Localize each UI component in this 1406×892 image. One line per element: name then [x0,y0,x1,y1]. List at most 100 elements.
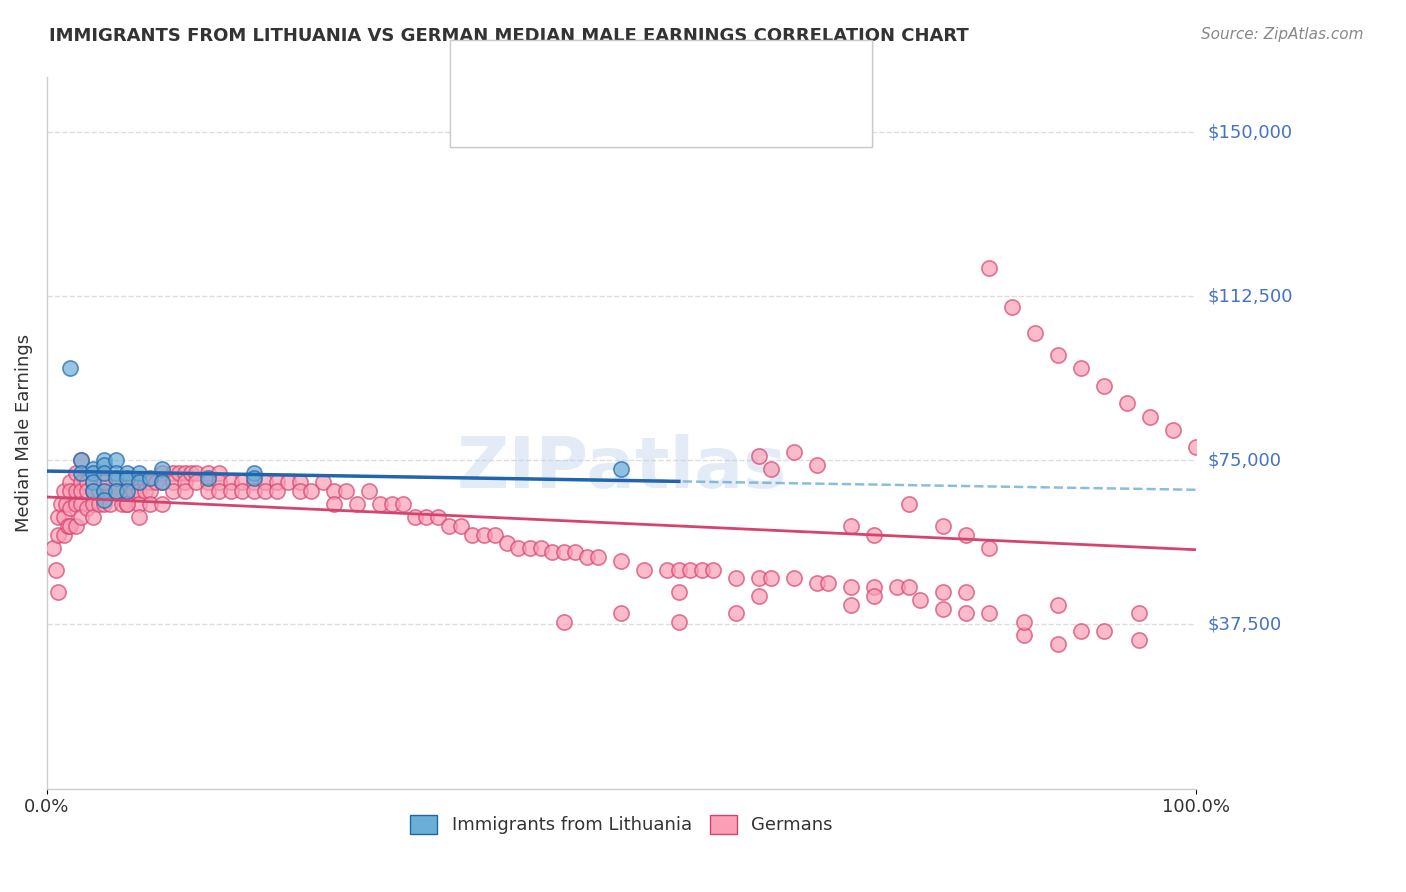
Point [839,519,862,533]
Point [70,453,93,467]
Point [1047,598,1070,612]
Point [104,483,127,498]
Point [610,462,633,476]
Point [117,483,139,498]
Point [87,497,110,511]
Point [679,563,702,577]
Point [87,483,110,498]
Point [1070,361,1092,376]
Point [48,527,70,541]
Point [93,475,115,490]
Point [173,475,195,490]
Point [93,497,115,511]
Point [150,475,173,490]
Point [139,497,162,511]
Point [461,527,484,541]
Point [93,483,115,498]
Point [197,475,219,490]
Point [104,483,127,498]
Point [1047,348,1070,362]
Bar [485,94,516,110]
Point [1012,628,1035,642]
Point [128,475,150,490]
Point [242,471,264,485]
Point [65,467,87,481]
Point [167,467,190,481]
Point [783,572,806,586]
Point [82,467,104,481]
Point [266,483,288,498]
Point [128,497,150,511]
Point [690,563,713,577]
Point [150,467,173,481]
Point [541,545,564,559]
Point [150,497,173,511]
Point [437,519,460,533]
Point [955,527,977,541]
Point [59,475,82,490]
Point [173,483,195,498]
Point [65,483,87,498]
Point [53,510,76,524]
Point [657,563,679,577]
Point [242,483,264,498]
Point [117,467,139,481]
Point [702,563,724,577]
Point [70,475,93,490]
Point [110,497,132,511]
Point [519,541,541,555]
Point [1001,300,1024,314]
Point [242,467,264,481]
Point [48,584,70,599]
Point [472,527,495,541]
Point [70,497,93,511]
Point [346,497,368,511]
Point [65,519,87,533]
Point [134,475,156,490]
Point [564,545,586,559]
Point [104,467,127,481]
Text: ZIPatlas: ZIPatlas [457,434,786,503]
Point [139,483,162,498]
Point [381,497,404,511]
Point [908,593,931,607]
Text: $37,500: $37,500 [1208,615,1281,633]
Point [897,497,920,511]
Point [1047,637,1070,651]
Point [484,527,506,541]
Point [506,541,529,555]
Point [49,497,72,511]
Point [208,467,231,481]
Text: $150,000: $150,000 [1208,123,1292,141]
Point [186,475,208,490]
Point [93,483,115,498]
Point [886,580,908,594]
Point [806,458,828,472]
Point [783,444,806,458]
Point [59,501,82,516]
Point [759,462,782,476]
Point [56,519,79,533]
Point [277,475,299,490]
Legend: Immigrants from Lithuania, Germans: Immigrants from Lithuania, Germans [401,806,842,844]
Point [59,519,82,533]
Bar [485,62,516,78]
Point [128,475,150,490]
Point [59,483,82,498]
Point [134,483,156,498]
Point [932,584,955,599]
Point [955,584,977,599]
Point [450,519,472,533]
Point [266,475,288,490]
Point [104,475,127,490]
Text: R =  -0.044   N =  180: R = -0.044 N = 180 [527,93,727,111]
Point [173,467,195,481]
Point [70,483,93,498]
Point [150,475,173,490]
Point [932,519,955,533]
Point [82,475,104,490]
Point [610,554,633,568]
Point [254,483,277,498]
Point [45,563,67,577]
Point [1116,396,1139,410]
